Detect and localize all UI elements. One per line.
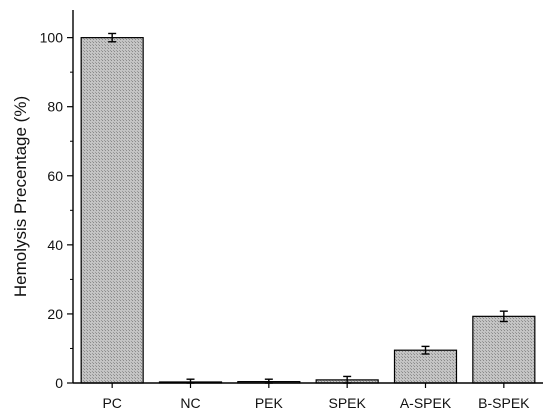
x-ticks: PC NC PEK SPEK A-SPEK B-SPEK: [102, 383, 530, 411]
bar-b-spek: [472, 315, 536, 384]
y-tick-label: 0: [55, 375, 63, 391]
error-bar-b-spek: [499, 310, 508, 323]
x-tick-label: A-SPEK: [400, 395, 452, 411]
x-tick-label: B-SPEK: [478, 395, 530, 411]
y-ticks: 0 20 40 60 80 100: [40, 30, 73, 391]
error-bar-pc: [108, 32, 117, 43]
x-tick-label: PC: [102, 395, 121, 411]
y-tick-label: 60: [47, 168, 63, 184]
error-bars-layer: [108, 32, 508, 384]
y-tick-label: 20: [47, 306, 63, 322]
y-axis-title: Hemolysis Precentage (%): [11, 96, 30, 297]
bar-a-spek: [393, 349, 458, 384]
error-bar-a-spek: [421, 345, 430, 355]
bar-pc: [80, 37, 144, 384]
x-tick-label: PEK: [255, 395, 284, 411]
y-tick-label: 100: [40, 30, 64, 46]
y-tick-label: 80: [47, 99, 63, 115]
y-tick-label: 40: [47, 237, 63, 253]
x-tick-label: SPEK: [328, 395, 366, 411]
bars-layer: [80, 37, 536, 384]
x-tick-label: NC: [180, 395, 200, 411]
